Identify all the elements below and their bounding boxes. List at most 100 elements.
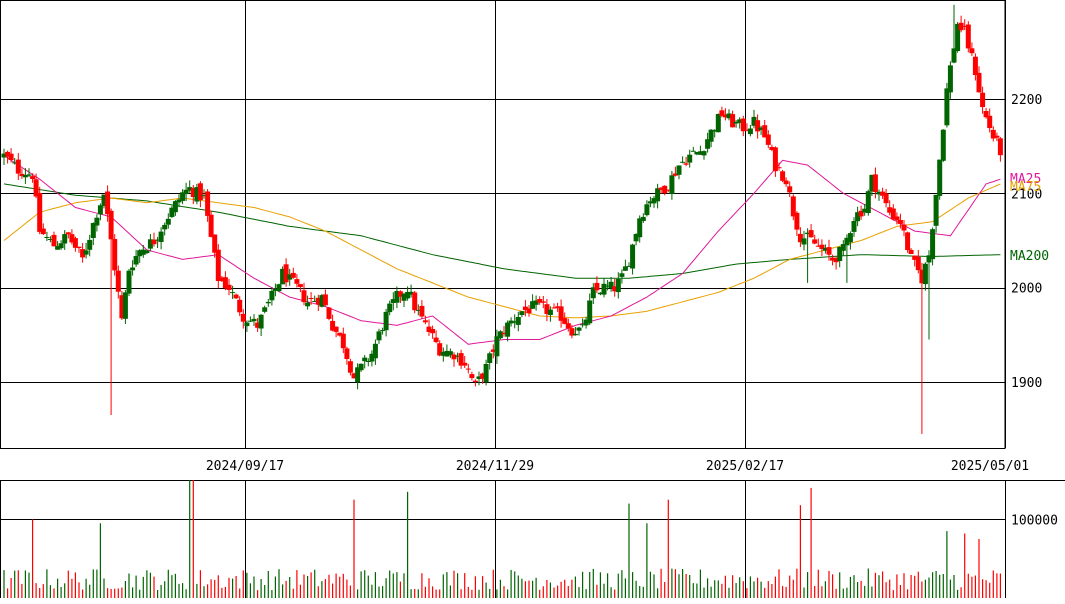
candle-body — [783, 180, 789, 185]
candle — [72, 236, 78, 252]
candle — [180, 189, 186, 205]
candle-body — [515, 317, 521, 325]
candle-body — [483, 364, 489, 383]
candle-body — [772, 147, 778, 172]
candle-body — [305, 302, 311, 307]
candle-body — [219, 277, 225, 282]
candle-body — [126, 270, 132, 294]
candle — [315, 294, 321, 311]
candle — [8, 148, 14, 163]
candle-body — [197, 183, 203, 200]
candle-body — [597, 292, 603, 295]
candle-body — [822, 247, 828, 251]
candle — [233, 293, 239, 299]
candle-body — [480, 373, 486, 379]
candle — [922, 262, 928, 291]
candle — [55, 241, 61, 250]
candle-body — [494, 336, 500, 357]
candle-body — [187, 187, 193, 191]
candle-body — [37, 193, 43, 232]
candle-body — [833, 258, 839, 263]
candle — [812, 234, 818, 245]
candle-body — [876, 191, 882, 195]
candle-body — [372, 343, 378, 359]
candle-body — [872, 174, 878, 192]
candle-body — [101, 194, 107, 206]
candle — [805, 228, 811, 283]
candle — [319, 293, 325, 308]
candle-body — [776, 167, 782, 169]
candle-body — [626, 265, 632, 267]
candle — [694, 151, 700, 156]
candle-body — [726, 113, 732, 119]
candle-body — [501, 332, 507, 335]
candle — [215, 244, 221, 289]
candle — [547, 306, 553, 322]
candle — [19, 168, 25, 179]
candle — [69, 229, 75, 245]
candle-body — [208, 214, 214, 237]
candle-body — [383, 311, 389, 331]
candle-body — [797, 233, 803, 243]
candle-body — [855, 212, 861, 222]
candle — [558, 299, 564, 328]
candle — [880, 187, 886, 199]
candle — [519, 311, 525, 318]
candle — [97, 203, 103, 221]
volume-tick-label: 100000 — [1011, 513, 1058, 528]
candle — [33, 173, 39, 199]
moving-average-lines — [3, 155, 1001, 345]
candle-body — [44, 237, 50, 238]
candle-body — [169, 207, 175, 217]
candle — [505, 320, 511, 342]
candle — [22, 168, 28, 184]
candle — [594, 276, 600, 294]
candle-body — [65, 232, 71, 235]
candle — [15, 153, 21, 180]
candle-body — [190, 188, 196, 197]
candle-body — [747, 128, 753, 135]
candle — [162, 222, 168, 236]
candle-body — [405, 292, 411, 299]
candle-body — [176, 199, 182, 203]
candle-body — [51, 234, 57, 247]
candle-body — [122, 292, 128, 319]
candle — [312, 295, 318, 302]
candle — [926, 250, 932, 340]
candle-body — [612, 286, 618, 292]
candle-body — [272, 288, 278, 291]
candle — [155, 236, 161, 248]
candle — [890, 204, 896, 221]
candle — [40, 223, 46, 235]
candle-body — [237, 299, 243, 313]
candle-body — [705, 139, 711, 149]
candle — [476, 371, 482, 386]
candle-body — [540, 301, 546, 303]
candle — [783, 177, 789, 187]
candle-body — [390, 299, 396, 303]
candle — [997, 137, 1003, 162]
candle-body — [472, 380, 478, 383]
candle-body — [90, 223, 96, 238]
candle-body — [26, 174, 32, 176]
candle — [665, 189, 671, 193]
candle — [919, 262, 925, 434]
candle-body — [633, 234, 639, 242]
candle — [676, 165, 682, 180]
candle-body — [583, 319, 589, 326]
ma25-label: MA25 — [1010, 172, 1041, 187]
candle-body — [780, 171, 786, 181]
candle — [630, 243, 636, 275]
candle — [494, 329, 500, 364]
candle-body — [637, 218, 643, 238]
candle — [562, 312, 568, 325]
candle — [972, 53, 978, 81]
candle — [744, 123, 750, 132]
candle — [980, 86, 986, 114]
candle-body — [690, 150, 696, 152]
candle — [508, 317, 514, 327]
candle — [690, 146, 696, 152]
candle — [862, 203, 868, 216]
candle-body — [133, 256, 139, 265]
